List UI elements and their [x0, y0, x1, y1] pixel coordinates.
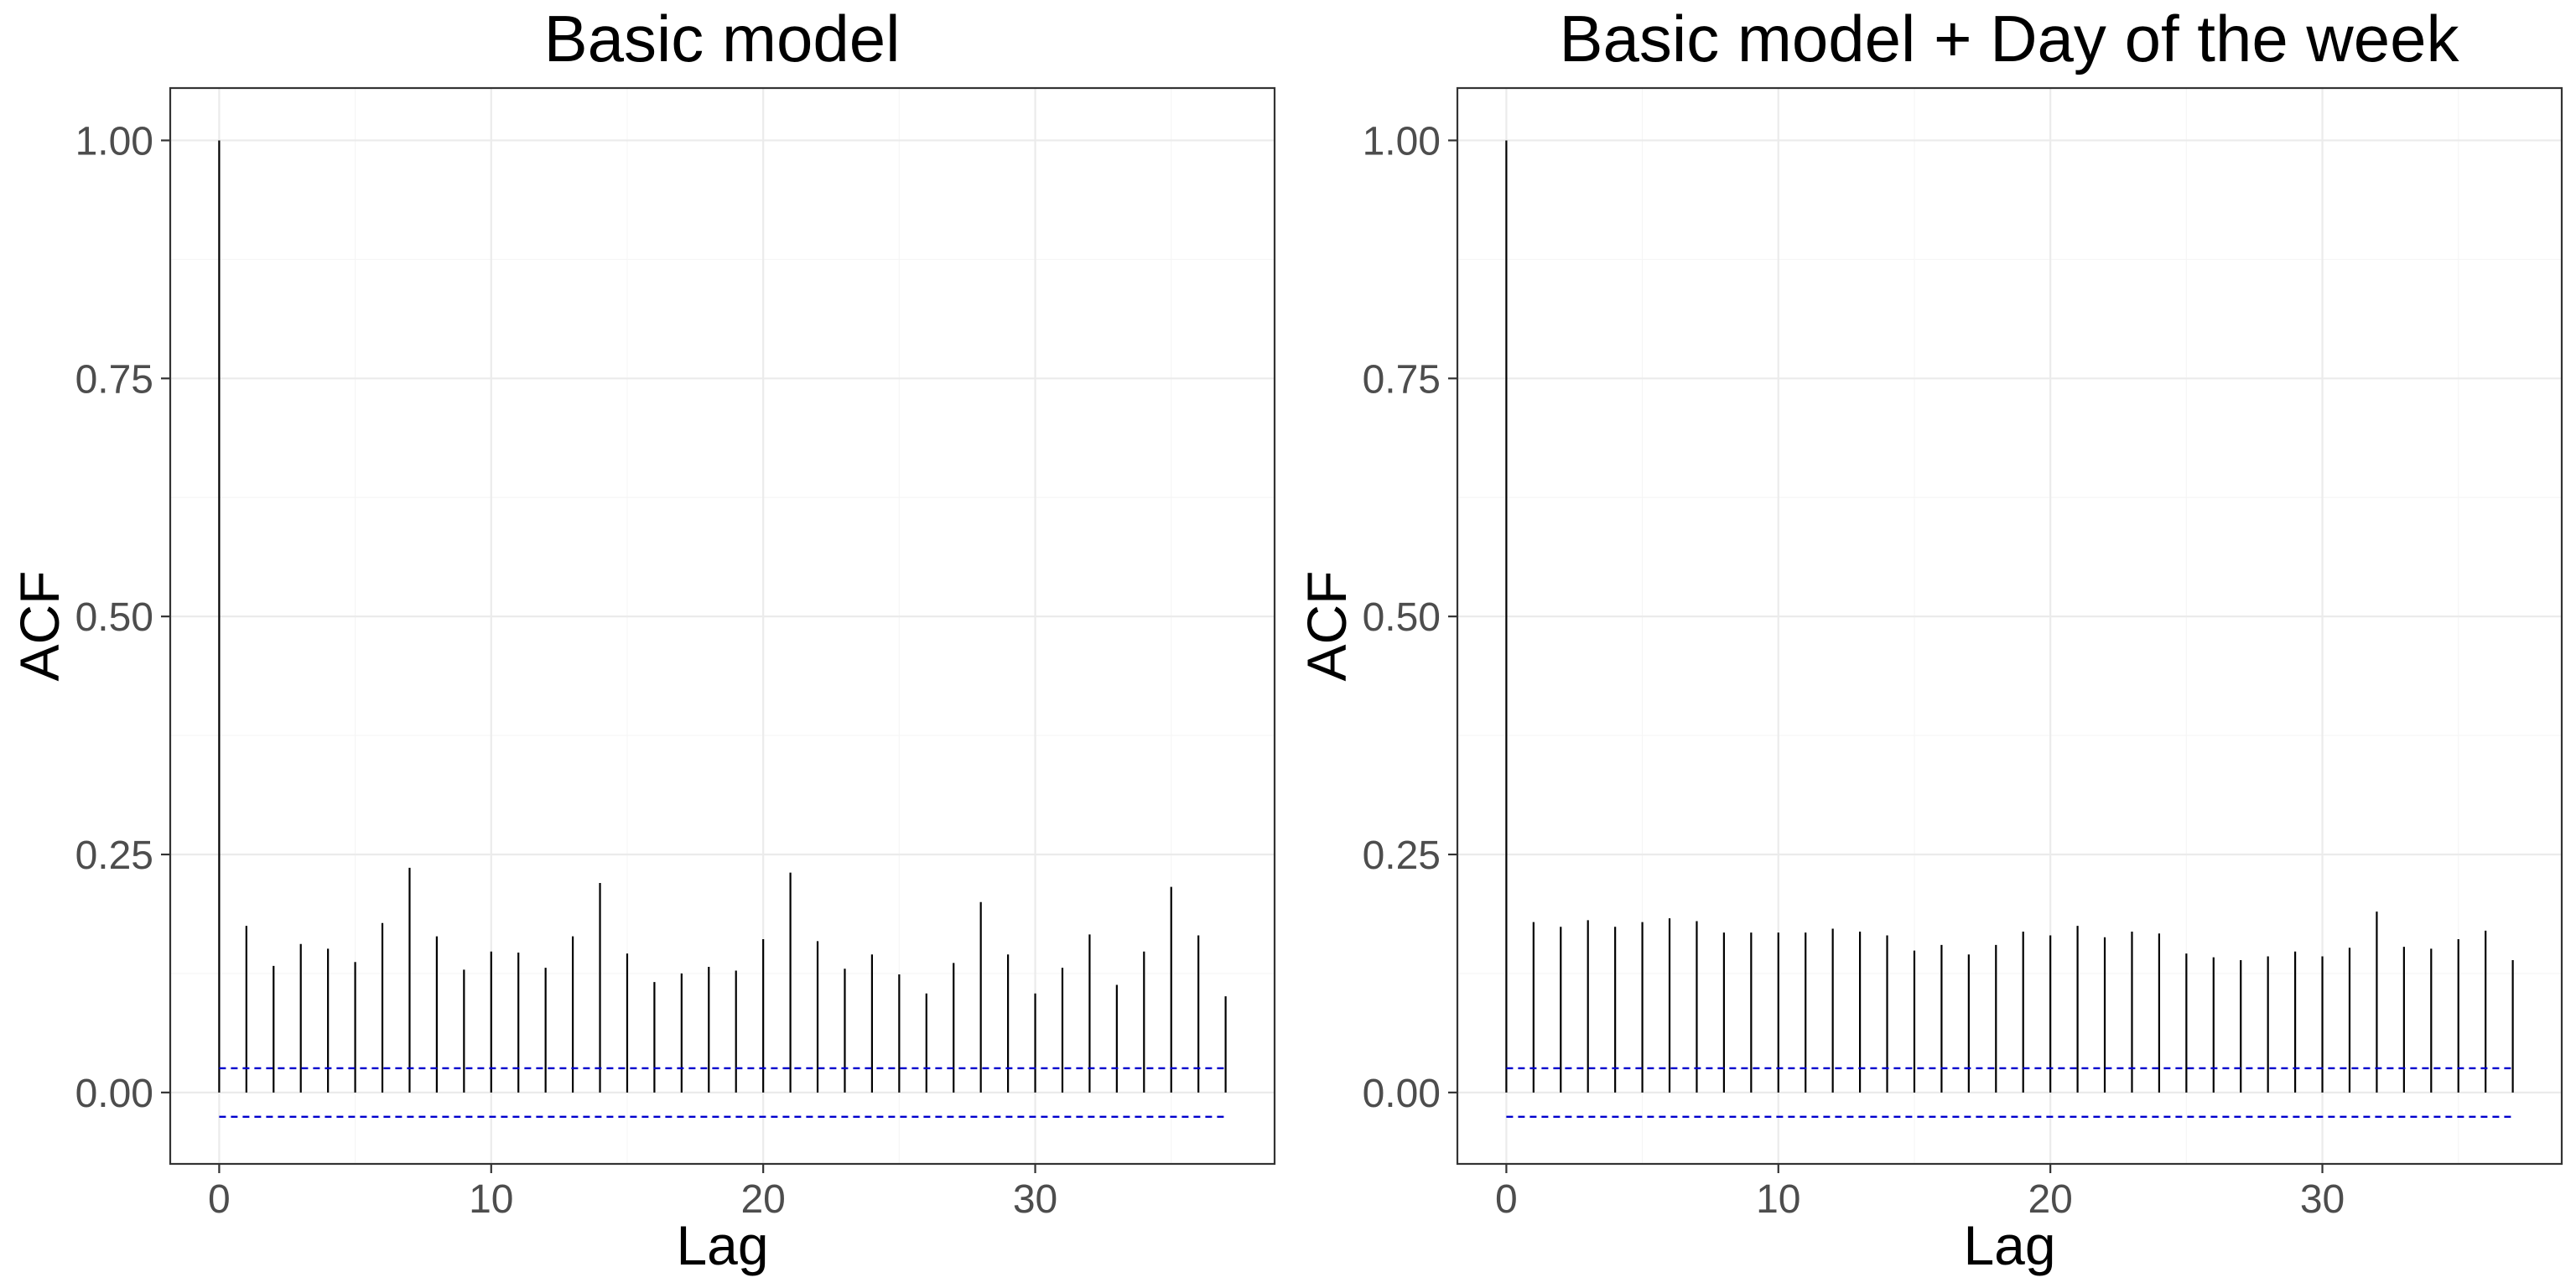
y-tick-label: 0.25: [75, 834, 153, 878]
x-axis-title: Lag: [1963, 1214, 2055, 1276]
y-axis-title: ACF: [1296, 571, 1358, 682]
y-tick-label: 0.50: [1363, 595, 1441, 640]
y-tick-label: 0.50: [75, 595, 153, 640]
panel-border: [169, 86, 1276, 1166]
y-tick-label: 1.00: [1363, 119, 1441, 164]
y-tick-label: 0.00: [1363, 1072, 1441, 1116]
y-tick-label: 1.00: [75, 119, 153, 164]
x-tick-label: 10: [469, 1177, 513, 1222]
x-tick-label: 0: [1495, 1177, 1518, 1222]
panel-title: Basic model: [544, 2, 901, 75]
x-axis-title: Lag: [676, 1214, 768, 1276]
y-tick-label: 0.00: [75, 1072, 153, 1116]
panel-border: [1456, 86, 2563, 1166]
panel-title: Basic model + Day of the week: [1559, 2, 2459, 75]
x-tick-label: 0: [208, 1177, 231, 1222]
x-tick-label: 10: [1756, 1177, 1800, 1222]
plot-background: [170, 88, 1275, 1164]
y-axis-title: ACF: [8, 571, 70, 682]
x-tick-label: 30: [2300, 1177, 2345, 1222]
plot-background: [1457, 88, 2562, 1164]
panel-basic-model-day-of-week: 0.00 0.25 0.50 0.75 1.00 0 10 20 30 Basic model +…: [1296, 2, 2563, 1276]
x-tick-label: 20: [740, 1177, 785, 1222]
y-tick-label: 0.75: [75, 357, 153, 402]
y-tick-label: 0.75: [1363, 357, 1441, 402]
y-tick-label: 0.25: [1363, 834, 1441, 878]
x-tick-label: 20: [2028, 1177, 2072, 1222]
panel-basic-model: 0.00 0.25 0.50 0.75 1.00 0 10 20 30 Basic model La…: [8, 2, 1276, 1276]
x-tick-label: 30: [1013, 1177, 1057, 1222]
